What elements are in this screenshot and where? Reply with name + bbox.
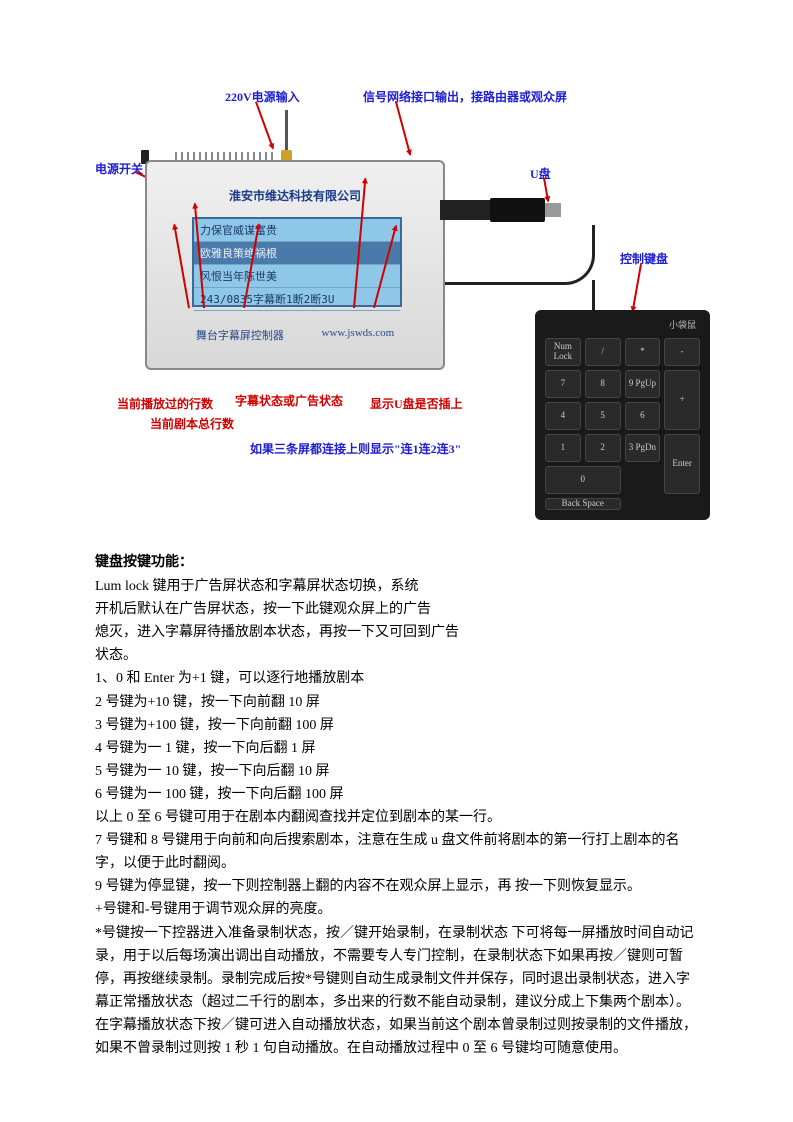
label-power-switch: 电源开关	[95, 160, 143, 177]
usb-stick	[490, 198, 545, 222]
device-product-name: 舞台字幕屏控制器	[196, 327, 284, 343]
key-backspace: Back Space	[545, 498, 621, 510]
text-line: 2 号键为+10 键，按一下向前翻 10 屏	[95, 691, 698, 714]
key: 2	[585, 434, 621, 462]
screen-line: 风恨当年陈世美	[194, 265, 400, 288]
label-subtitle-status: 字幕状态或广告状态	[235, 392, 343, 409]
label-played-lines: 当前播放过的行数	[117, 395, 213, 412]
label-usb-status: 显示U盘是否插上	[370, 395, 463, 412]
text-line: +号键和-号键用于调节观众屏的亮度。	[95, 898, 698, 921]
key: 3 PgDn	[625, 434, 661, 462]
label-three-screens: 如果三条屏都连接上则显示"连1连2连3"	[250, 440, 461, 457]
key-enter: Enter	[664, 434, 700, 494]
label-usb: U盘	[530, 165, 551, 182]
text-line: 6 号键为一 100 键，按一下向后翻 100 屏	[95, 783, 698, 806]
key: 4	[545, 402, 581, 430]
key: 1	[545, 434, 581, 462]
device-screen: 力保官威谋富贵 欧雅良策绝祸根 风恨当年陈世美 243/0835字幕断1断2断3…	[192, 217, 402, 307]
key-plus: +	[664, 370, 700, 430]
key: Num Lock	[545, 338, 581, 366]
text-line: 状态。	[95, 644, 698, 667]
label-total-lines: 当前剧本总行数	[150, 415, 234, 432]
key: 5	[585, 402, 621, 430]
text-line: 9 号键为停显键，按一下则控制器上翻的内容不在观众屏上显示，再 按一下则恢复显示…	[95, 875, 698, 898]
key: 7	[545, 370, 581, 398]
instructions-text: 键盘按键功能： Lum lock 键用于广告屏状态和字幕屏状态切换，系统 开机后…	[95, 550, 698, 1060]
antenna	[285, 110, 288, 162]
text-line: 4 号键为一 1 键，按一下向后翻 1 屏	[95, 737, 698, 760]
device-title: 淮安市维达科技有限公司	[147, 187, 443, 204]
label-signal-out: 信号网络接口输出，接路由器或观众屏	[363, 88, 567, 105]
keypad-brand: 小袋鼠	[669, 318, 696, 331]
cable	[592, 280, 595, 310]
text-line: 开机后默认在广告屏状态，按一下此键观众屏上的广告	[95, 598, 698, 621]
key-zero: 0	[545, 466, 621, 494]
device-vents	[175, 152, 275, 160]
text-line: 在字幕播放状态下按／键可进入自动播放状态，如果当前这个剧本曾录制过则按录制的文件…	[95, 1014, 698, 1060]
screen-line: 243/0835字幕断1断2断3U	[194, 288, 400, 311]
text-line: 3 号键为+100 键，按一下向前翻 100 屏	[95, 714, 698, 737]
key: 8	[585, 370, 621, 398]
screen-line: 力保官威谋富贵	[194, 219, 400, 242]
controller-device: 淮安市维达科技有限公司 力保官威谋富贵 欧雅良策绝祸根 风恨当年陈世美 243/…	[145, 160, 445, 370]
section-heading: 键盘按键功能：	[95, 550, 698, 573]
key-grid: Num Lock / * - 7 8 9 PgUp + 4 5 6 1 2 3 …	[545, 338, 700, 510]
key: 6	[625, 402, 661, 430]
numeric-keypad: 小袋鼠 Num Lock / * - 7 8 9 PgUp + 4 5 6 1 …	[535, 310, 710, 520]
label-power-input: 220V电源输入	[225, 88, 300, 105]
product-diagram: 220V电源输入 信号网络接口输出，接路由器或观众屏 电源开关 U盘 控制键盘 …	[95, 90, 705, 540]
text-line: 以上 0 至 6 号键可用于在剧本内翻阅查找并定位到剧本的某一行。	[95, 806, 698, 829]
screen-line: 欧雅良策绝祸根	[194, 242, 400, 265]
key: -	[664, 338, 700, 366]
text-line: 5 号键为一 10 键，按一下向后翻 10 屏	[95, 760, 698, 783]
key: *	[625, 338, 661, 366]
label-keypad: 控制键盘	[620, 250, 668, 267]
text-line: Lum lock 键用于广告屏状态和字幕屏状态切换，系统	[95, 575, 698, 598]
leader	[255, 101, 274, 148]
text-line: 1、0 和 Enter 为+1 键，可以逐行地播放剧本	[95, 667, 698, 690]
text-line: 7 号键和 8 号键用于向前和向后搜索剧本，注意在生成 u 盘文件前将剧本的第一…	[95, 829, 698, 875]
key: /	[585, 338, 621, 366]
leader	[632, 264, 642, 312]
leader	[395, 102, 411, 156]
device-url: www.jswds.com	[322, 327, 395, 343]
cable	[445, 225, 595, 285]
key: 9 PgUp	[625, 370, 661, 398]
text-line: 熄灭，进入字幕屏待播放剧本状态，再按一下又可回到广告	[95, 621, 698, 644]
text-line: *号键按一下控器进入准备录制状态，按／键开始录制，在录制状态 下可将每一屏播放时…	[95, 922, 698, 1014]
device-bottom-bar: 舞台字幕屏控制器 www.jswds.com	[147, 327, 443, 343]
